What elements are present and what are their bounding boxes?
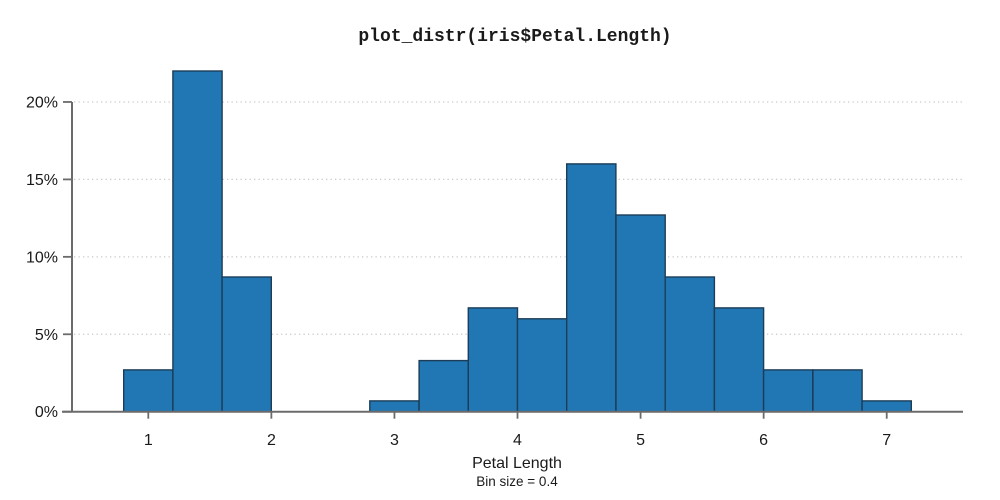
histogram-bar	[664, 276, 716, 413]
chart-title: plot_distr(iris$Petal.Length)	[358, 27, 671, 47]
histogram-bar	[812, 369, 863, 413]
histogram-bar	[762, 369, 814, 413]
bin-size-caption: Bin size = 0.4	[476, 474, 558, 489]
x-axis-title: Petal Length	[472, 455, 562, 472]
x-axis-ticks: 1 2 3 4 5 6 7	[144, 411, 891, 449]
x-tick-label: 4	[513, 432, 522, 449]
bars	[122, 70, 912, 413]
x-tick-label: 3	[390, 432, 399, 449]
histogram-bar	[122, 369, 174, 413]
histogram-bar	[516, 318, 568, 413]
histogram-bar	[861, 400, 912, 413]
histogram-bar	[566, 163, 617, 413]
x-tick-label: 6	[759, 432, 768, 449]
y-tick-label: 0%	[35, 404, 58, 421]
y-axis-ticks: 0% 5% 10% 15% 20%	[26, 95, 72, 421]
x-tick-label: 2	[267, 432, 276, 449]
histogram-bar	[713, 307, 765, 413]
x-tick-label: 7	[882, 432, 891, 449]
histogram-bar	[418, 359, 470, 413]
y-tick-label: 5%	[35, 327, 58, 344]
x-tick-label: 5	[636, 432, 645, 449]
histogram-bar	[467, 307, 519, 413]
histogram-bar	[172, 70, 223, 413]
histogram-bar	[369, 400, 420, 413]
y-tick-label: 15%	[26, 172, 58, 189]
x-tick-label: 1	[144, 432, 153, 449]
y-tick-label: 10%	[26, 249, 58, 266]
histogram-bar	[221, 276, 273, 413]
histogram-bar	[615, 214, 666, 413]
y-tick-label: 20%	[26, 95, 58, 112]
